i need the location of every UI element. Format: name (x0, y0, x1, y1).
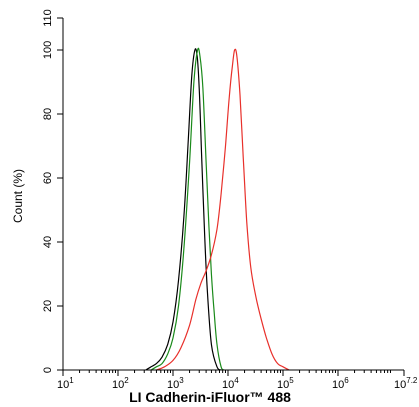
x-tick-label: 102 (112, 376, 129, 391)
x-tick-label: 107.2 (394, 376, 418, 391)
x-tick-label: 104 (222, 376, 239, 391)
y-tick-label: 0 (42, 367, 54, 373)
x-tick-label: 105 (277, 376, 294, 391)
x-tick-label: 103 (167, 376, 184, 391)
y-axis-title: Count (%) (11, 169, 25, 223)
y-tick-label: 100 (42, 41, 54, 59)
x-tick-label: 106 (332, 376, 349, 391)
y-tick-label: 60 (42, 172, 54, 184)
series-line-3 (156, 48, 290, 371)
y-tick-label: 20 (42, 300, 54, 312)
axes (62, 18, 404, 371)
series-curves (145, 47, 290, 371)
y-ticks: 0 20 40 60 80 100 110 (42, 9, 63, 373)
y-tick-label: 40 (42, 236, 54, 248)
x-ticks: 101 102 103 104 105 106 107.2 (57, 370, 418, 391)
series-line-2 (150, 47, 225, 371)
y-tick-label: 80 (42, 108, 54, 120)
series-line-1 (145, 48, 222, 371)
y-tick-label: 110 (42, 9, 54, 27)
x-axis-title: LI Cadherin-iFluor™ 488 (129, 389, 291, 405)
x-tick-label: 101 (57, 376, 74, 391)
